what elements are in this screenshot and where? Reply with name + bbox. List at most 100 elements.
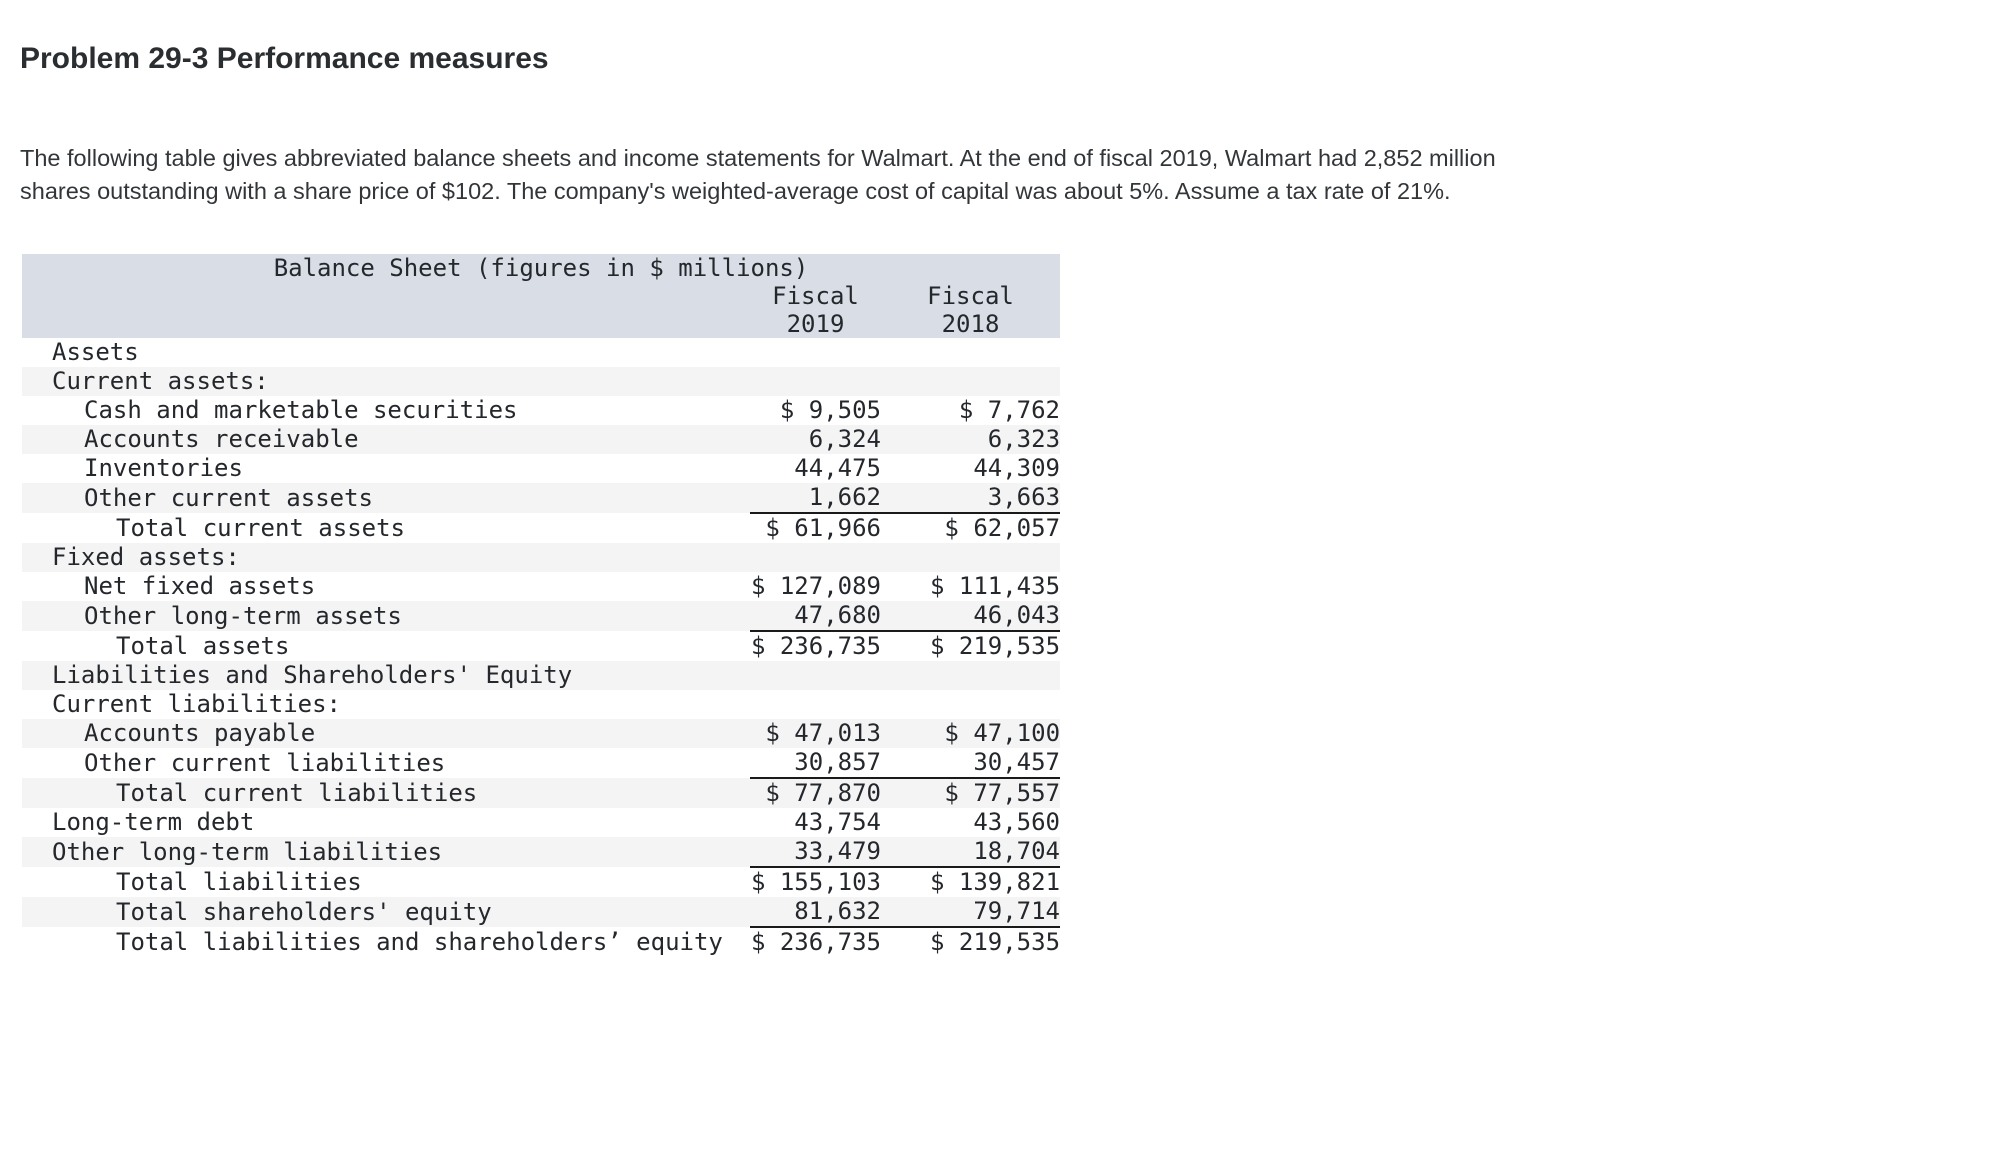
row-label: Inventories [84,454,243,482]
table-row: Total assets $ 236,735 $ 219,535 [22,631,1060,661]
table-row: Current assets: [22,367,1061,396]
value-fiscal-2018: 18,704 [881,837,1061,868]
value-fiscal-2018: $ 62,057 [944,514,1061,542]
row-label: Current assets: [52,367,269,395]
value-fiscal-2018: 3,663 [881,483,1061,514]
column-header-fiscal-2019: Fiscal 2019 [750,282,881,338]
row-label: Accounts payable [84,719,316,747]
table-row: Total current assets $ 61,966 $ 62,057 [22,513,1060,543]
table-row: Total shareholders' equity 81,632 79,714 [22,897,1061,928]
table-row: Total liabilities and shareholders’ equi… [22,927,1060,957]
table-row: Assets [22,338,1060,367]
value-fiscal-2018: 44,309 [973,454,1061,482]
row-label: Accounts receivable [84,425,359,453]
value-fiscal-2019 [750,543,881,572]
value-fiscal-2018: 6,323 [987,425,1061,453]
value-fiscal-2019: $ 236,735 [750,928,881,956]
value-fiscal-2019: 6,324 [808,425,881,453]
value-fiscal-2018 [881,690,1060,719]
value-fiscal-2019: 47,680 [750,601,881,632]
table-row: Total liabilities $ 155,103 $ 139,821 [22,867,1060,897]
value-fiscal-2018 [881,338,1060,367]
table-row: Liabilities and Shareholders' Equity [22,661,1061,690]
row-label: Assets [52,338,139,366]
table-row: Total current liabilities $ 77,870 $ 77,55… [22,778,1061,808]
column-header-line: 2018 [941,310,1000,338]
value-fiscal-2018: 43,560 [973,808,1061,836]
table-row: Cash and marketable securities $ 9,505 $ 7… [22,396,1060,425]
value-fiscal-2018: $ 219,535 [929,928,1061,956]
table-row: Inventories 44,475 44,309 [22,454,1060,483]
value-fiscal-2019: 33,479 [750,837,881,868]
value-fiscal-2018: $ 47,100 [944,719,1061,747]
problem-description: The following table gives abbreviated ba… [20,145,1496,204]
row-label: Other long-term liabilities [52,837,443,866]
value-fiscal-2018 [881,543,1060,572]
table-row: Accounts receivable 6,324 6,323 [22,425,1061,454]
value-fiscal-2019 [750,367,881,396]
row-label: Other current liabilities [84,748,446,777]
row-label: Net fixed assets [84,572,316,600]
value-fiscal-2019: 30,857 [750,748,881,779]
value-fiscal-2019 [750,338,881,367]
table-row: Accounts payable $ 47,013 $ 47,100 [22,719,1061,748]
value-fiscal-2019: $ 61,966 [765,514,881,542]
table-row: Other long-term assets 47,680 46,043 [22,601,1061,632]
row-label: Total current assets [116,513,405,542]
value-fiscal-2018: 79,714 [881,897,1061,928]
value-fiscal-2018 [881,661,1060,690]
value-fiscal-2019: $ 47,013 [765,719,881,747]
balance-sheet-body: Assets Current assets: Cash and marketable… [22,338,1061,957]
row-label: Total current liabilities [116,778,478,807]
value-fiscal-2019 [750,661,881,690]
problem-page: Problem 29-3 Performance measures The fo… [20,42,1496,957]
table-row: Long-term debt 43,754 43,560 [22,808,1060,837]
value-fiscal-2019: 43,754 [794,808,881,836]
value-fiscal-2019: 1,662 [750,483,881,514]
value-fiscal-2019 [750,690,881,719]
balance-sheet-table: Balance Sheet (figures in $ millions) Fi… [22,254,1061,957]
row-label: Other current assets [84,483,373,512]
value-fiscal-2019: 81,632 [750,897,881,928]
row-label: Total shareholders' equity [116,897,492,926]
table-title: Balance Sheet (figures in $ millions) [22,254,1061,282]
row-label: Total liabilities [116,867,362,896]
column-header-line: Fiscal [772,282,859,310]
value-fiscal-2018: $ 139,821 [929,868,1061,896]
label-column-header [22,282,750,338]
page-title: Problem 29-3 Performance measures [20,42,549,75]
value-fiscal-2018: 30,457 [881,748,1061,779]
column-header-row: Fiscal 2019 Fiscal 2018 [22,282,1061,338]
value-fiscal-2019: $ 155,103 [750,868,881,896]
table-row: Other current assets 1,662 3,663 [22,483,1061,514]
column-header-fiscal-2018: Fiscal 2018 [881,282,1061,338]
value-fiscal-2019: $ 127,089 [750,572,881,600]
row-label: Long-term debt [52,808,255,836]
value-fiscal-2019: 44,475 [794,454,881,482]
table-row: Other current liabilities 30,857 30,457 [22,748,1061,779]
value-fiscal-2018: 46,043 [881,601,1061,632]
column-header-line: Fiscal [927,282,1014,310]
value-fiscal-2018: $ 7,762 [958,396,1061,424]
row-label: Other long-term assets [84,601,402,630]
table-row: Other long-term liabilities 33,479 18,704 [22,837,1061,868]
row-label: Cash and marketable securities [84,396,518,424]
column-header-line: 2019 [786,310,845,338]
row-label: Fixed assets: [52,543,240,571]
value-fiscal-2018 [881,367,1060,396]
value-fiscal-2018: $ 77,557 [944,779,1061,807]
table-row: Current liabilities: [22,690,1060,719]
value-fiscal-2018: $ 111,435 [929,572,1061,600]
row-label: Total assets [116,631,290,660]
row-label: Liabilities and Shareholders' Equity [52,661,573,689]
row-label: Total liabilities and shareholders’ equi… [116,927,723,956]
value-fiscal-2019: $ 9,505 [779,396,881,424]
table-row: Fixed assets: [22,543,1061,572]
row-label: Current liabilities: [52,690,341,718]
table-row: Net fixed assets $ 127,089 $ 111,435 [22,572,1060,601]
balance-sheet-header: Balance Sheet (figures in $ millions) Fi… [22,254,1061,338]
value-fiscal-2019: $ 236,735 [750,632,881,660]
value-fiscal-2019: $ 77,870 [765,779,881,807]
table-title-row: Balance Sheet (figures in $ millions) [22,254,1061,282]
value-fiscal-2018: $ 219,535 [929,632,1061,660]
